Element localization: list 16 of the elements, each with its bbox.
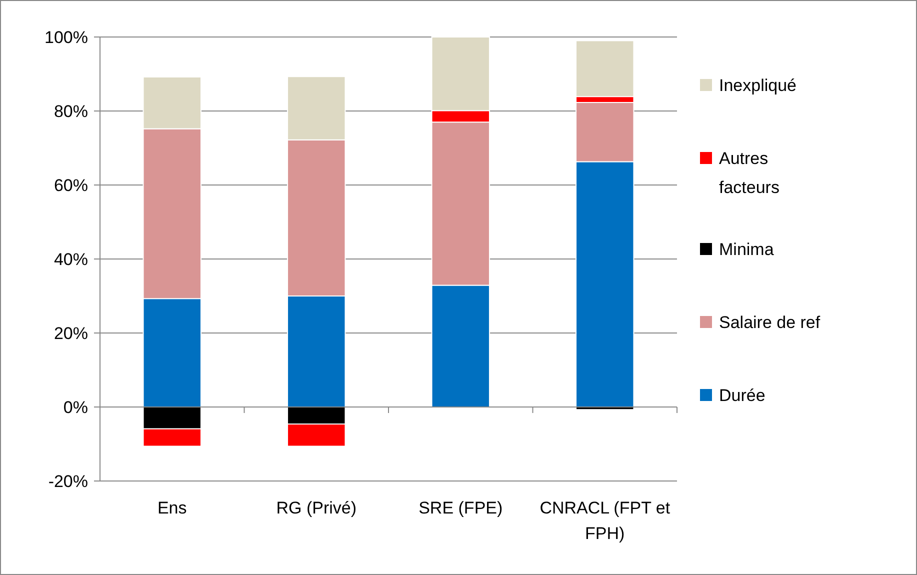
y-tick-label: 0% xyxy=(63,398,88,417)
y-tick-label: -20% xyxy=(48,472,88,491)
legend-label: Inexpliqué xyxy=(719,76,797,95)
y-tick-label: 20% xyxy=(54,324,88,343)
legend-label: Salaire de ref xyxy=(719,312,820,332)
y-tick-label: 80% xyxy=(54,102,88,121)
legend-label: Minima xyxy=(719,240,774,259)
y-tick-label: 40% xyxy=(54,250,88,269)
x-tick-label: SRE (FPE) xyxy=(418,498,503,518)
x-tick-label: Ens xyxy=(157,498,187,518)
x-tick-label: RG (Privé) xyxy=(276,498,357,518)
legend-label: Autres facteurs xyxy=(719,148,780,197)
y-tick-label: 60% xyxy=(54,176,88,195)
legend-label: Durée xyxy=(719,386,766,405)
y-tick-label: 100% xyxy=(44,28,88,47)
x-tick-label: CNRACL (FPT et FPH) xyxy=(540,498,670,544)
